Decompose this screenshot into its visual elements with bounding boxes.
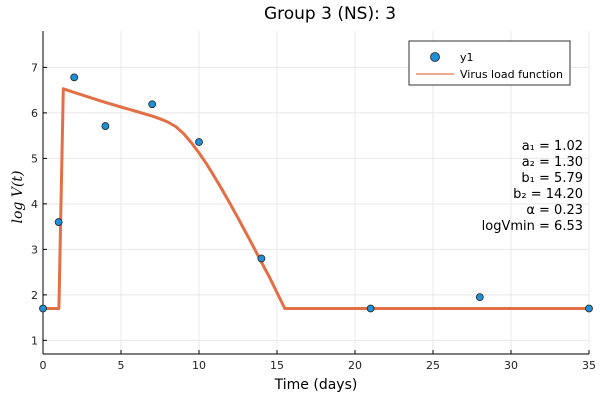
legend-box <box>408 40 571 86</box>
x-tick-label: 10 <box>192 359 206 372</box>
y-tick-label: 1 <box>31 334 38 347</box>
annotation-text: b₂ = 14.20 <box>513 187 583 202</box>
annotation-text: a₂ = 1.30 <box>522 155 583 170</box>
y-tick-label: 6 <box>31 107 38 120</box>
legend-marker-y1 <box>430 52 440 62</box>
y-tick-label: 5 <box>31 152 38 165</box>
data-point-y1 <box>475 293 484 302</box>
legend-label-y1: y1 <box>460 51 474 64</box>
annotation-text: b₁ = 5.79 <box>521 171 583 186</box>
x-tick-label: 20 <box>348 359 362 372</box>
legend: y1 Virus load function <box>408 40 571 86</box>
annotation-text: logVmin = 6.53 <box>482 219 583 234</box>
legend-label-virus-load: Virus load function <box>460 68 563 81</box>
data-point-y1 <box>257 254 266 263</box>
y-tick-label: 3 <box>31 243 38 256</box>
series-line-group <box>43 87 589 310</box>
data-point-y1 <box>366 304 375 313</box>
data-point-y1 <box>585 304 593 313</box>
data-point-y1 <box>148 100 157 109</box>
series-line-virus-load <box>43 87 589 310</box>
data-point-y1 <box>39 304 47 313</box>
x-tick-label: 0 <box>40 359 47 372</box>
x-tick-label: 30 <box>504 359 518 372</box>
x-tick-label: 5 <box>118 359 125 372</box>
x-tick-label: 25 <box>426 359 440 372</box>
ticks: 0 5 10 15 20 25 30 35 1 2 3 4 5 6 7 <box>31 61 596 372</box>
y-tick-label: 7 <box>31 61 38 74</box>
data-point-y1 <box>70 73 79 82</box>
annotation-text: a₁ = 1.02 <box>522 139 583 154</box>
data-point-y1 <box>195 138 203 146</box>
data-point-y1 <box>101 122 110 130</box>
y-tick-label: 2 <box>31 289 38 302</box>
y-axis-label: log V(t) <box>10 171 26 224</box>
x-tick-label: 15 <box>270 359 284 372</box>
x-tick-label: 35 <box>582 359 596 372</box>
chart-title: Group 3 (NS): 3 <box>264 4 396 24</box>
axes <box>42 31 589 355</box>
annotation-text: α = 0.23 <box>526 203 583 218</box>
series-points-group <box>39 73 593 313</box>
x-axis-label: Time (days) <box>274 377 358 393</box>
y-tick-label: 4 <box>31 198 38 211</box>
data-point-y1 <box>54 218 63 226</box>
